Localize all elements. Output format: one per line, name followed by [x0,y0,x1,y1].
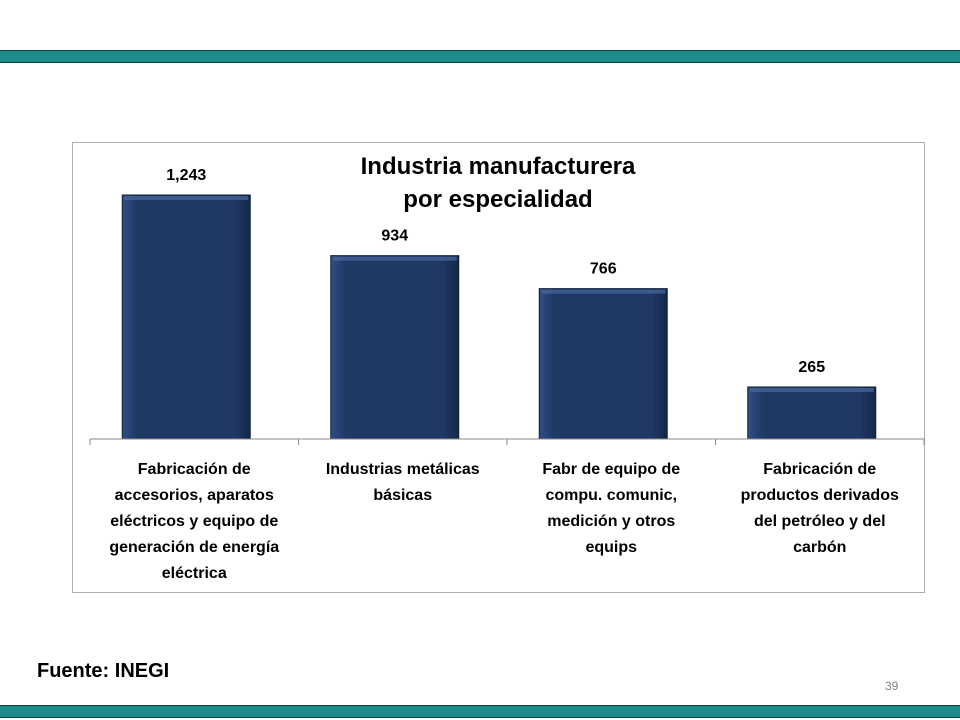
category-label-line: carbón [793,539,846,556]
bar-highlight [332,256,457,261]
bar-chart: Industria manufacturera por especialidad 1… [89,153,925,582]
category-label-line: compu. comunic, [545,487,677,504]
category-label-line: Fabr de equipo de [542,461,680,478]
category-label-line: accesorios, aparatos [115,487,274,504]
page-number: 39 [885,679,899,693]
category-label-line: Fabricación de [138,461,251,478]
category-label-line: Fabricación de [763,461,876,478]
category-label-line: Industrias metálicas [326,461,480,478]
category-label-line: medición y otros [547,513,675,530]
bar-highlight [541,289,666,294]
chart-title-line: Industria manufacturera [361,153,636,180]
bottom-accent-band [0,705,960,718]
category-label-line: del petróleo y del [754,513,886,530]
bar-value-label: 1,243 [166,167,206,184]
category-label-line: básicas [373,487,432,504]
bar-value-label: 265 [798,359,825,376]
bar [121,194,251,440]
category-label-line: eléctrica [162,565,227,582]
top-accent-band [0,50,960,63]
bar-value-label: 766 [590,261,617,278]
bar-value-label: 934 [381,228,408,245]
source-note: Fuente: INEGI [37,660,170,682]
bar [330,255,460,440]
bar [747,386,877,440]
chart-frame: Industria manufacturera por especialidad 1… [72,142,925,593]
category-label-line: eléctricos y equipo de [110,513,278,530]
category-label-line: generación de energía [109,539,279,556]
bar-highlight [749,387,874,392]
chart-title-line: por especialidad [403,186,592,213]
bar-highlight [124,196,249,200]
bar [538,288,668,440]
category-label-line: productos derivados [741,487,899,504]
category-label-line: equips [585,539,637,556]
